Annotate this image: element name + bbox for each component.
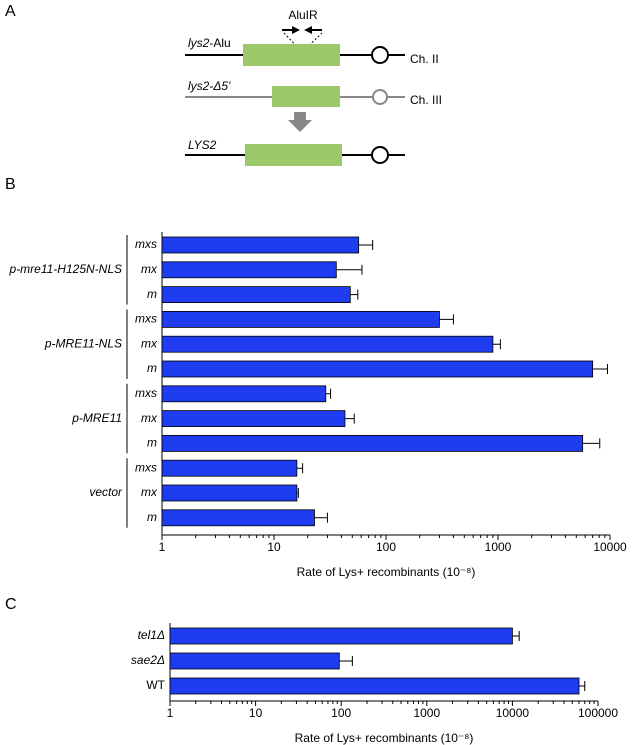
- error-bar: [339, 656, 353, 666]
- bar: [161, 286, 351, 304]
- error-bar: [512, 631, 520, 641]
- group-label: p-MRE11: [71, 411, 122, 425]
- error-bar: [296, 488, 299, 498]
- x-tick-label: 100: [376, 540, 396, 554]
- locus-label: lys2-Δ5': [188, 79, 231, 93]
- panel-label: C: [5, 596, 17, 613]
- bar: [161, 484, 298, 502]
- bar: [161, 335, 494, 353]
- bar: [161, 434, 584, 452]
- group-label: p-mre11-H125N-NLS: [9, 262, 122, 276]
- error-bar: [325, 388, 332, 399]
- y-tick-label: mx: [141, 336, 158, 350]
- error-bar: [358, 240, 374, 250]
- lys2-d5-locus: [185, 86, 405, 107]
- alu-ir-label: AluIR: [288, 8, 318, 22]
- group-label: p-MRE11-NLS: [44, 336, 122, 350]
- bar: [169, 677, 580, 695]
- bar: [169, 627, 513, 645]
- lys2-alu-locus: [185, 44, 405, 66]
- panel-label: B: [5, 176, 16, 193]
- x-tick-label: 1: [167, 706, 174, 720]
- y-tick-label: m: [147, 361, 157, 375]
- y-tick-label: sae2Δ: [131, 653, 165, 667]
- x-tick-label: 10: [267, 540, 281, 554]
- error-bar: [296, 463, 304, 474]
- x-tick-label: 10000: [593, 540, 627, 554]
- bar: [161, 385, 327, 403]
- y-tick-label: mxs: [135, 237, 157, 251]
- alu-ir-arrows: [282, 26, 323, 53]
- locus-label: lys2-Alu: [188, 36, 231, 50]
- locus-label: LYS2: [188, 138, 217, 152]
- error-bar: [582, 438, 601, 449]
- y-tick-label: mx: [141, 411, 158, 425]
- group-label: vector: [89, 485, 123, 499]
- y-tick-label: m: [147, 287, 157, 301]
- y-tick-label: WT: [146, 678, 165, 692]
- y-tick-label: m: [147, 510, 157, 524]
- x-axis-title: Rate of Lys+ recombinants (10⁻⁸): [295, 731, 474, 745]
- bar: [161, 410, 346, 428]
- error-bar: [439, 314, 454, 325]
- lys2-locus: [185, 144, 405, 166]
- x-tick-label: 100000: [578, 706, 618, 720]
- x-tick-label: 1000: [413, 706, 440, 720]
- x-tick-label: 10000: [496, 706, 530, 720]
- x-tick-label: 10: [249, 706, 263, 720]
- y-tick-label: mxs: [135, 312, 157, 326]
- y-tick-label: mx: [141, 262, 158, 276]
- error-bar: [344, 413, 355, 424]
- bar: [161, 261, 337, 279]
- error-bar: [579, 681, 586, 691]
- y-tick-label: mx: [141, 485, 158, 499]
- bar: [161, 459, 298, 477]
- y-tick-label: tel1Δ: [138, 628, 165, 642]
- chromosome-label: Ch. II: [410, 52, 439, 66]
- bar: [161, 509, 315, 527]
- bar: [161, 236, 360, 254]
- x-tick-label: 1: [159, 540, 166, 554]
- error-bar: [314, 512, 328, 523]
- panel-label: A: [5, 3, 16, 20]
- error-bar: [492, 339, 501, 350]
- x-tick-label: 100: [331, 706, 351, 720]
- bar: [161, 360, 594, 378]
- x-axis-title: Rate of Lys+ recombinants (10⁻⁸): [297, 565, 476, 579]
- bar: [169, 652, 340, 670]
- x-tick-label: 1000: [485, 540, 512, 554]
- error-bar: [350, 289, 359, 300]
- y-tick-label: mxs: [135, 460, 157, 474]
- error-bar: [592, 364, 609, 374]
- chromosome-label: Ch. III: [410, 93, 442, 107]
- bar: [161, 310, 440, 328]
- error-bar: [336, 264, 363, 275]
- y-tick-label: mxs: [135, 386, 157, 400]
- y-tick-label: m: [147, 436, 157, 450]
- down-arrow: [288, 112, 312, 132]
